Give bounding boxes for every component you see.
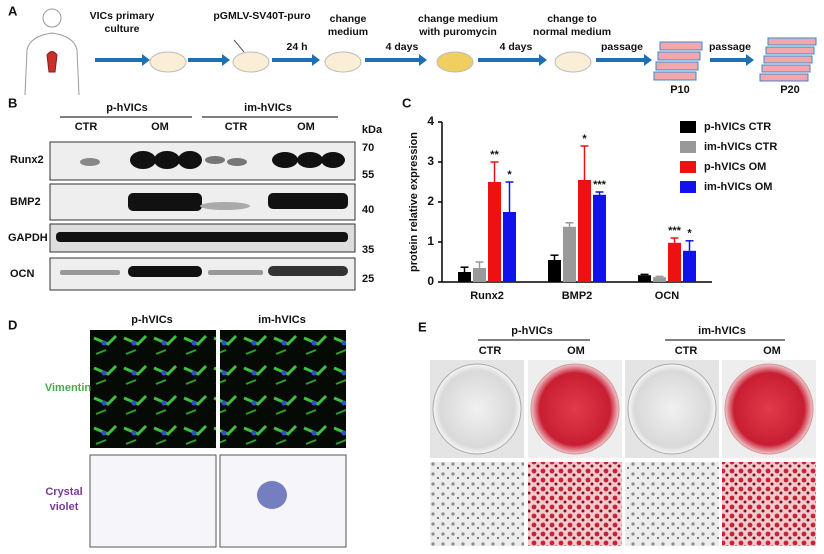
step-label: change to: [547, 13, 597, 25]
step-label: 24 h: [286, 41, 307, 53]
column-label: p-hVICs: [131, 314, 173, 326]
significance: *: [507, 169, 512, 181]
row-label: GAPDH: [8, 232, 48, 244]
bar: [473, 268, 486, 282]
bar: [548, 260, 561, 282]
panel-e: E p-hVICs im-hVICs CTR OM CTR OM: [418, 319, 816, 546]
legend-swatch: [680, 121, 696, 133]
significance: ***: [668, 225, 682, 237]
panel-label: E: [418, 319, 427, 334]
bar: [683, 250, 696, 282]
flasks: [653, 37, 817, 82]
unit-label: kDa: [362, 124, 383, 136]
legend-label: im-hVICs CTR: [704, 141, 777, 153]
y-tick-label: 2: [427, 194, 434, 208]
panel-c: C protein relative expression 0 1 2 3 4 Runx2…: [402, 95, 777, 301]
panel-d: D p-hVICs im-hVICs Vimentin Crystal viol…: [8, 314, 347, 548]
marker-label: 70: [362, 142, 374, 154]
marker-label: 40: [362, 204, 374, 216]
step-label: pGMLV-SV40T-puro: [213, 10, 310, 22]
significance: *: [582, 133, 587, 145]
bar: [488, 182, 501, 282]
group-label: p-hVICs: [511, 325, 553, 337]
condition-label: OM: [297, 121, 315, 133]
step-label: 4 days: [386, 41, 419, 53]
dishes: [149, 39, 592, 73]
stain: [257, 481, 287, 509]
legend-label: im-hVICs OM: [704, 181, 772, 193]
bands: [56, 151, 348, 277]
x-tick-label: Runx2: [470, 290, 504, 302]
image: [220, 330, 346, 448]
row-label: Runx2: [10, 154, 44, 166]
arrows: [95, 54, 754, 66]
y-tick-label: 1: [427, 234, 434, 248]
y-axis-label: protein relative expression: [408, 132, 420, 272]
step-label: VICs primary: [90, 10, 155, 22]
x-tick-label: BMP2: [562, 290, 593, 302]
step-label: culture: [104, 23, 139, 35]
bar: [653, 277, 666, 282]
passage-label: P10: [670, 84, 690, 96]
passage-label: P20: [780, 84, 800, 96]
marker-label: 25: [362, 273, 374, 285]
bar: [593, 194, 606, 282]
panel-b: B p-hVICs im-hVICs CTR OM CTR OM kDa Run…: [8, 95, 383, 291]
condition-label: OM: [567, 345, 585, 357]
legend-label: p-hVICs CTR: [704, 121, 771, 133]
step-label: passage: [709, 41, 751, 53]
group-label: im-hVICs: [698, 325, 746, 337]
row-label: Vimentin: [45, 382, 92, 394]
step-label: normal medium: [533, 26, 611, 38]
legend-swatch: [680, 161, 696, 173]
image: [89, 454, 217, 548]
x-tick-label: OCN: [655, 290, 680, 302]
marker-label: 35: [362, 244, 374, 256]
legend-swatch: [680, 141, 696, 153]
significance: *: [687, 228, 692, 240]
bar: [458, 272, 471, 282]
y-tick-label: 3: [427, 154, 434, 168]
condition-label: CTR: [675, 345, 698, 357]
group-label: p-hVICs: [106, 102, 148, 114]
condition-label: OM: [151, 121, 169, 133]
legend-swatch: [680, 181, 696, 193]
marker-label: 55: [362, 169, 374, 181]
panel-a: A VICs primary culture pGMLV-SV40T-puro …: [8, 3, 817, 96]
condition-label: CTR: [225, 121, 248, 133]
bar: [578, 180, 591, 282]
condition-label: CTR: [479, 345, 502, 357]
column-label: im-hVICs: [258, 314, 306, 326]
legend-label: p-hVICs OM: [704, 161, 766, 173]
panel-label: B: [8, 95, 17, 110]
step-label: passage: [601, 41, 643, 53]
condition-label: OM: [763, 345, 781, 357]
panel-label: A: [8, 3, 18, 18]
row-label: Crystal: [45, 486, 82, 498]
significance: ***: [593, 179, 607, 191]
bar: [503, 212, 516, 282]
panel-label: C: [402, 95, 412, 110]
step-label: change medium: [418, 13, 498, 25]
step-label: with puromycin: [418, 26, 497, 38]
images: [430, 360, 816, 546]
human-icon: [24, 8, 80, 96]
bar: [563, 226, 576, 282]
step-label: change: [330, 13, 367, 25]
row-label: violet: [50, 501, 79, 513]
panel-label: D: [8, 317, 17, 332]
y-tick-label: 4: [427, 114, 434, 128]
bar: [638, 275, 651, 282]
significance: **: [490, 149, 499, 161]
image: [90, 330, 216, 448]
y-tick-label: 0: [427, 274, 434, 288]
row-label: BMP2: [10, 196, 41, 208]
group-label: im-hVICs: [244, 102, 292, 114]
condition-label: CTR: [75, 121, 98, 133]
bar: [668, 242, 681, 282]
row-label: OCN: [10, 268, 35, 280]
step-label: medium: [328, 26, 368, 38]
step-label: 4 days: [500, 41, 533, 53]
